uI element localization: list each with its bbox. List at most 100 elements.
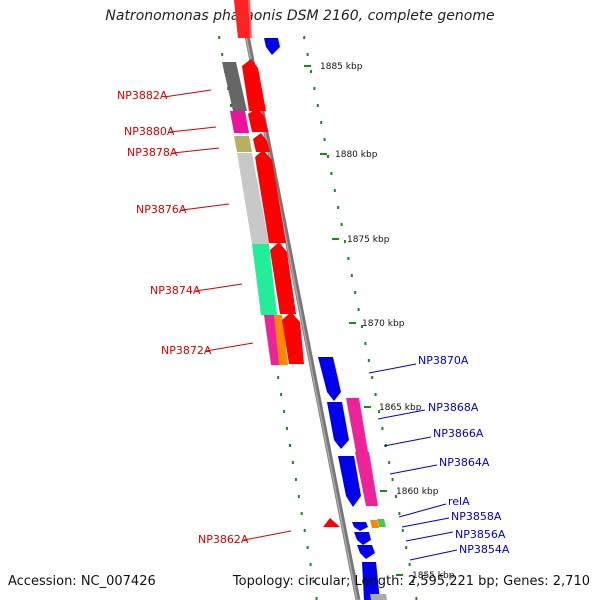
gene-label[interactable]: NP3870A	[418, 354, 469, 367]
tick-dot	[312, 580, 315, 583]
tick-dot	[221, 53, 224, 56]
tick-dot	[303, 529, 306, 532]
kbp-label: 1860 kbp	[396, 487, 439, 497]
tick-dot	[315, 597, 318, 600]
tick-dot	[412, 580, 414, 583]
gene-label[interactable]: NP3876A	[136, 203, 187, 216]
cog-bar	[346, 398, 368, 452]
tick-dot	[333, 189, 336, 192]
gene-arrow	[270, 242, 296, 314]
tick-dot	[277, 376, 280, 379]
gene-label[interactable]: NP3878A	[127, 146, 178, 159]
tick-dot	[320, 121, 323, 124]
tick-dot	[297, 495, 300, 498]
tick-dot	[286, 427, 288, 430]
tick-dot	[327, 155, 329, 158]
tick-dot	[309, 563, 312, 566]
kbp-scale: 1885 kbp 1880 kbp 1875 kbp 1870 kbp 1865…	[304, 62, 455, 581]
gene-arrow	[357, 545, 375, 559]
gene-arrow	[354, 532, 371, 545]
gene-arrow	[338, 456, 361, 507]
cog-bar	[370, 594, 387, 600]
kbp-label: 1855 kbp	[412, 571, 455, 581]
gene-arrow	[362, 562, 380, 600]
tick-dot	[289, 444, 291, 447]
cog-bar	[252, 244, 277, 315]
tick-dot	[395, 495, 397, 498]
tick-dot	[381, 427, 384, 430]
reverse-genes	[264, 38, 380, 600]
gene-label[interactable]: NP3854A	[459, 543, 510, 556]
tick-dot	[371, 376, 374, 379]
gene-arrow	[282, 312, 304, 364]
tick-dot	[280, 393, 283, 396]
forward-genes	[234, 0, 340, 527]
gene-arrow	[264, 38, 280, 55]
cog-bar	[222, 62, 247, 111]
tick-dot	[398, 512, 401, 515]
gene-arrow	[327, 402, 349, 449]
gene-arrow	[242, 59, 266, 111]
tick-dot	[294, 478, 297, 481]
tick-dot	[230, 104, 232, 107]
topology-text: Topology: circular; Length: 2,595,221 bp…	[232, 574, 590, 589]
tick-dot	[357, 308, 360, 311]
gene-label[interactable]: NP3858A	[451, 510, 502, 523]
tick-dot	[415, 597, 418, 600]
tick-dot	[316, 104, 319, 107]
gene-label[interactable]: NP3866A	[433, 427, 484, 440]
cog-bar	[237, 153, 269, 244]
tick-dot	[337, 206, 340, 209]
gene-arrow	[248, 108, 268, 132]
cog-bar	[264, 315, 281, 365]
kbp-label: 1865 kbp	[379, 403, 422, 413]
tick-dot	[405, 546, 408, 549]
tick-dot	[330, 172, 333, 175]
gene-label[interactable]: NP3874A	[150, 284, 201, 297]
tick-dot	[323, 138, 326, 141]
tick-dot	[388, 461, 391, 464]
tick-dot	[306, 53, 309, 56]
gene-arrow	[255, 150, 286, 243]
tick-dot	[310, 70, 312, 73]
tick-dot	[313, 87, 316, 90]
tick-dot	[347, 257, 350, 260]
cog-bar	[234, 136, 252, 152]
tick-dot	[364, 342, 367, 345]
cog-bar	[274, 315, 288, 365]
gene-arrow	[323, 518, 340, 527]
cog-bar	[370, 520, 379, 528]
reverse-cog-bars	[346, 398, 387, 600]
kbp-label: 1870 kbp	[362, 319, 405, 329]
tick-dot	[374, 393, 377, 396]
tick-dot	[401, 529, 404, 532]
gene-label[interactable]: NP3868A	[428, 401, 479, 414]
gene-label[interactable]: NP3872A	[161, 344, 212, 357]
tick-dot	[303, 36, 306, 39]
tick-marks	[218, 36, 418, 600]
tick-dot	[340, 223, 343, 226]
tick-dot	[391, 478, 394, 481]
tick-dot	[361, 325, 363, 328]
gene-label[interactable]: relA	[448, 495, 470, 508]
gene-label[interactable]: NP3880A	[124, 125, 175, 138]
gene-arrow	[253, 133, 270, 152]
gene-label[interactable]: NP3856A	[455, 528, 506, 541]
gene-label[interactable]: NP3862A	[198, 533, 249, 546]
tick-dot	[354, 291, 357, 294]
gene-label[interactable]: NP3864A	[439, 456, 490, 469]
tick-dot	[306, 546, 309, 549]
tick-dot	[350, 274, 353, 277]
gene-label[interactable]: NP3882A	[117, 89, 168, 102]
kbp-label: 1880 kbp	[335, 150, 378, 160]
cog-bar	[355, 452, 378, 506]
tick-dot	[408, 563, 411, 566]
tick-dot	[367, 359, 370, 362]
tick-dot	[218, 36, 221, 39]
tick-dot	[378, 410, 380, 413]
gene-arrow	[352, 522, 368, 531]
kbp-label: 1885 kbp	[320, 62, 363, 72]
tick-dot	[291, 461, 294, 464]
